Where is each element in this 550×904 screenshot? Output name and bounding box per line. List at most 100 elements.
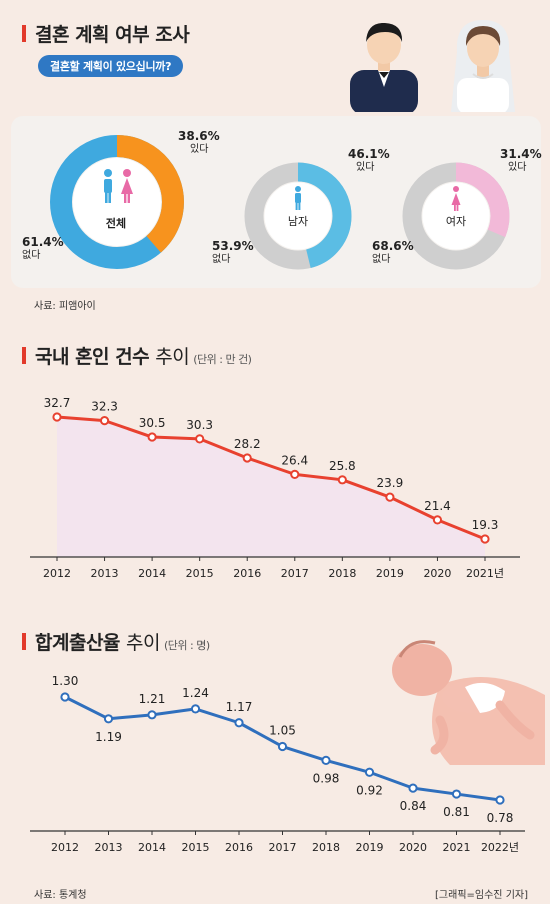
title-bar: [22, 633, 26, 650]
x-tick-label: 2018: [312, 841, 340, 854]
data-label: 1.05: [269, 724, 296, 738]
x-tick-label: 2017: [281, 567, 309, 580]
donut-yes-slice: [244, 162, 352, 270]
donut-female: [402, 162, 510, 270]
data-point: [290, 469, 300, 479]
x-tick-label: 2013: [95, 841, 123, 854]
data-label: 1.17: [226, 700, 253, 714]
title-bar: [22, 25, 26, 42]
female-small-icon: [451, 186, 461, 211]
person-icons: [104, 169, 461, 211]
data-label: 23.9: [377, 476, 404, 490]
data-point: [234, 718, 244, 728]
title-bar: [22, 347, 26, 364]
male-icon: [104, 169, 112, 203]
donut-male-label: 남자: [287, 215, 309, 228]
data-label: 0.84: [400, 799, 427, 813]
baby-illustration: [392, 640, 545, 765]
data-label: 19.3: [472, 518, 499, 532]
data-point: [495, 795, 505, 805]
data-point: [195, 434, 205, 444]
data-label: 1.24: [182, 686, 209, 700]
x-tick-label: 2015: [182, 841, 210, 854]
couple-illustration: [350, 20, 515, 112]
data-point: [337, 475, 347, 485]
x-tick-label: 2021: [443, 841, 471, 854]
donut-center: [264, 182, 332, 250]
x-tick-label: 2016: [225, 841, 253, 854]
data-point: [364, 767, 375, 777]
data-point: [277, 741, 288, 752]
x-tick-label: 2019: [376, 567, 404, 580]
data-point: [451, 789, 462, 799]
x-tick-label: 2015: [186, 567, 214, 580]
fertility-source: 사료: 통계청: [34, 890, 87, 901]
donut-charts: [50, 135, 510, 270]
data-label: 0.92: [356, 783, 383, 797]
x-tick-label: 2021년: [466, 567, 504, 580]
data-point: [103, 714, 114, 724]
data-label: 1.30: [52, 674, 79, 688]
data-label: 30.3: [186, 418, 213, 432]
data-point: [408, 783, 418, 793]
data-point: [99, 416, 110, 426]
x-tick-label: 2013: [91, 567, 119, 580]
graphic-credit: [그래픽=임수진 기자]: [435, 890, 528, 901]
data-point: [60, 692, 70, 702]
data-label: 0.81: [443, 805, 470, 819]
donut-yes-slice: [402, 162, 510, 270]
marriage-chart: 2012 2013 2014 2015 2016 2017 2018 2019 2020 2021…: [30, 396, 520, 580]
female-icon: [121, 169, 133, 203]
data-label: 1.19: [95, 730, 122, 744]
x-tick-label: 2020: [423, 567, 451, 580]
donut-total-no: 61.4% 없다: [22, 235, 64, 262]
survey-question: 결혼할 계획이 있으십니까?: [38, 55, 184, 77]
data-label: 1.21: [139, 692, 166, 706]
donut-total-label: 전체: [105, 217, 127, 230]
donut-male: [244, 162, 352, 270]
survey-title: 결혼 계획 여부 조사: [22, 20, 190, 47]
marriage-title: 국내 혼인 건수 추이 (단위 : 만 건): [22, 342, 252, 369]
donut-total: [50, 135, 184, 269]
data-point: [147, 432, 157, 442]
data-label: 30.5: [139, 416, 166, 430]
data-label: 32.3: [91, 400, 118, 414]
data-point: [321, 755, 331, 765]
donut-center: [422, 182, 490, 250]
male-small-icon: [295, 186, 301, 210]
donut-total-yes: 38.6% 있다: [178, 129, 220, 156]
data-point: [147, 710, 157, 720]
area-fill: [57, 417, 485, 557]
fertility-title: 합계출산율 추이 (단위 : 명): [22, 628, 210, 655]
data-label: 0.98: [313, 771, 340, 785]
survey-source: 사료: 피앰아이: [34, 301, 96, 312]
data-point: [480, 534, 490, 544]
donut-female-yes: 31.4% 있다: [500, 147, 542, 174]
x-tick-label: 2016: [233, 567, 261, 580]
data-label: 0.78: [487, 811, 514, 825]
donut-female-label: 여자: [445, 215, 467, 228]
data-label: 21.4: [424, 499, 451, 513]
x-tick-label: 2017: [269, 841, 297, 854]
donut-male-no: 53.9% 없다: [212, 239, 254, 266]
data-point: [242, 453, 252, 463]
x-tick-label: 2018: [328, 567, 356, 580]
donut-yes-slice: [50, 135, 184, 269]
data-point: [52, 412, 62, 422]
data-point: [385, 492, 395, 502]
x-tick-label: 2012: [51, 841, 79, 854]
donut-female-no: 68.6% 없다: [372, 239, 414, 266]
x-tick-label: 2019: [356, 841, 384, 854]
donut-center: [73, 158, 161, 246]
x-tick-label: 2012: [43, 567, 71, 580]
data-label: 32.7: [44, 396, 71, 410]
x-tick-label: 2020: [399, 841, 427, 854]
data-point: [432, 515, 443, 525]
x-tick-label: 2014: [138, 841, 166, 854]
data-label: 25.8: [329, 459, 356, 473]
data-label: 26.4: [281, 453, 308, 467]
data-point: [190, 704, 201, 714]
donut-male-yes: 46.1% 있다: [348, 147, 390, 174]
series-line: [56, 415, 486, 541]
x-tick-label: 2022년: [481, 841, 519, 854]
